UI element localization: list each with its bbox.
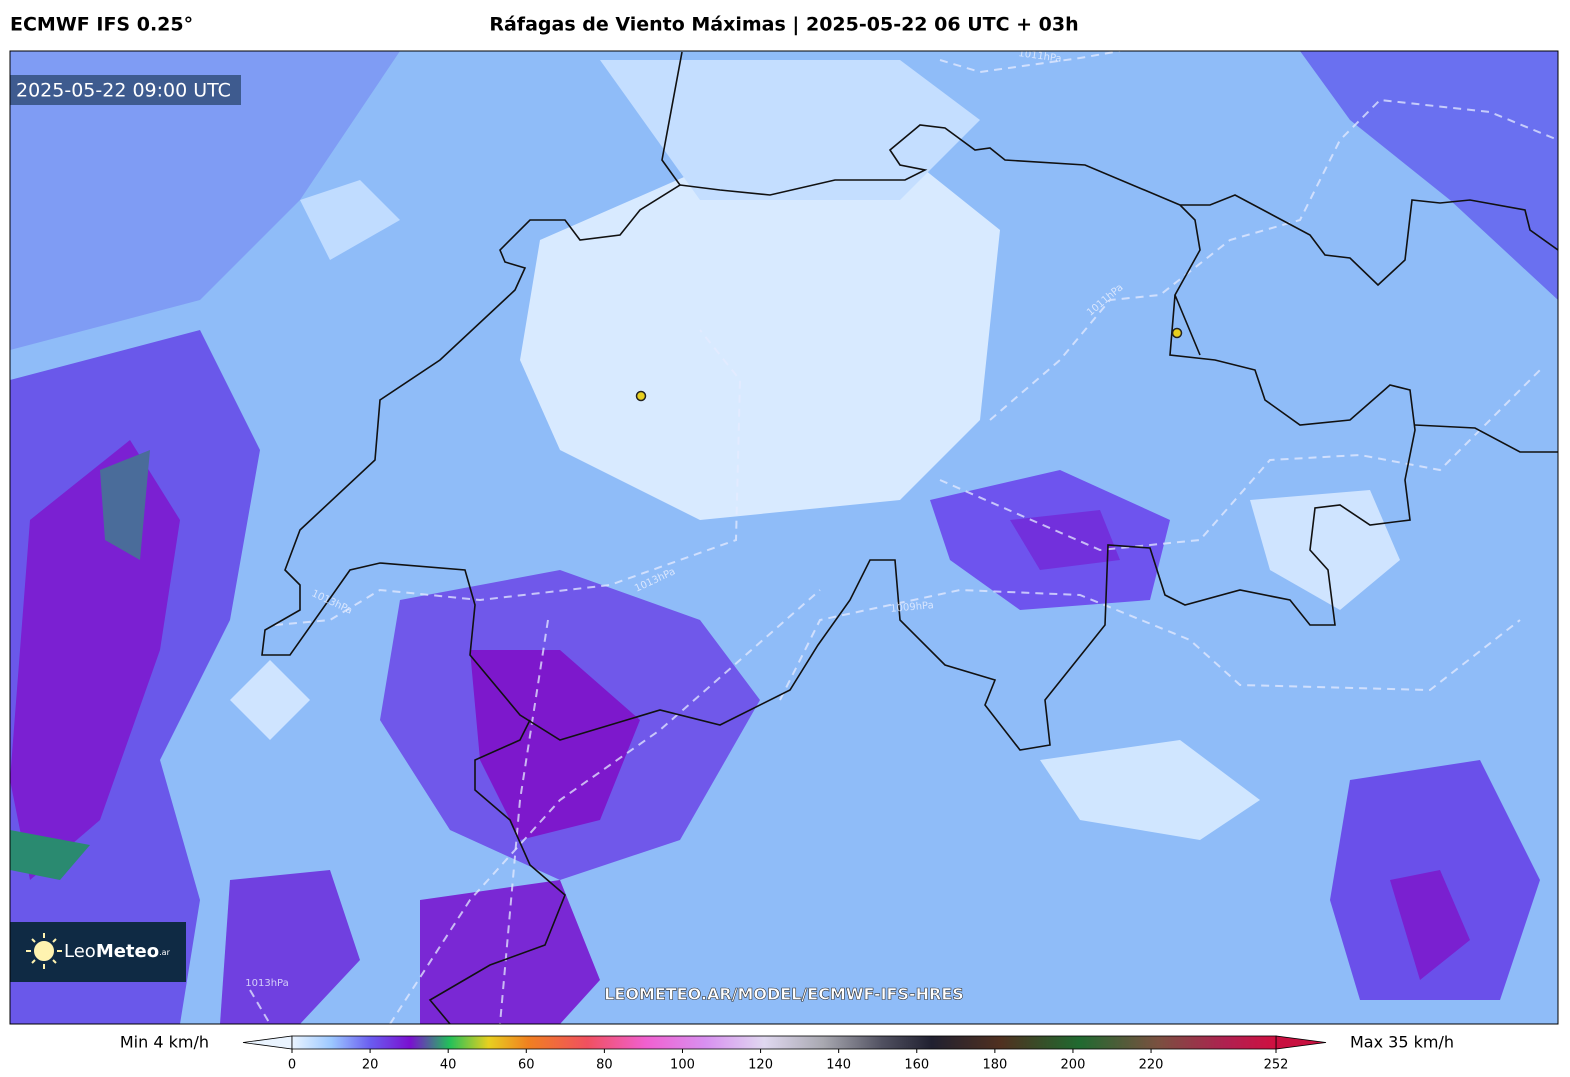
logo-suffix: .ar [159, 948, 170, 957]
logo-brand-bold: Meteo [96, 941, 159, 962]
colorbar-tick-label: 20 [362, 1058, 379, 1073]
colorbar-tick-label: 40 [440, 1058, 457, 1073]
colorbar-max: Max 35 km/h [1350, 1033, 1454, 1052]
colorbar-tick-label: 140 [826, 1058, 851, 1073]
logo-text: LeoMeteo.ar [64, 941, 171, 962]
watermark: LEOMETEO.AR/MODEL/ECMWF-IFS-HRES [604, 985, 964, 1004]
map-frame [9, 50, 1559, 1025]
colorbar-tick-label: 180 [982, 1058, 1007, 1073]
colorbar-bar [291, 1035, 1277, 1050]
colorbar-tick-label: 60 [518, 1058, 535, 1073]
colorbar: 0 20 40 60 80 100 120 140 160 180 200 220 252 [242, 1035, 1327, 1073]
colorbar-tick-label: 100 [670, 1058, 695, 1073]
colorbar-tick-label: 160 [904, 1058, 929, 1073]
model-name: ECMWF IFS 0.25° [10, 14, 193, 36]
isobar-label: 1009hPa [890, 600, 934, 615]
city-marker [635, 390, 647, 402]
isobar-label: 1013hPa [245, 978, 289, 989]
wind-field [10, 51, 1558, 1024]
country-borders [261, 51, 1558, 1024]
city-marker [1171, 327, 1183, 339]
isobars [249, 51, 1558, 1024]
logo-brand: Leo [64, 941, 96, 962]
colorbar-tick-label: 120 [748, 1058, 773, 1073]
colorbar-tick-label: 200 [1061, 1058, 1086, 1073]
colorbar-tick-label: 80 [596, 1058, 613, 1073]
valid-time: 2025-05-22 09:00 UTC [16, 80, 231, 102]
colorbar-min: Min 4 km/h [120, 1033, 209, 1052]
time-box [10, 75, 241, 105]
map-title: Ráfagas de Viento Máximas | 2025-05-22 0… [489, 14, 1078, 36]
colorbar-tick-label: 220 [1139, 1058, 1164, 1073]
logo-sun [26, 933, 62, 969]
colorbar-tick-label: 0 [288, 1058, 296, 1073]
colorbar-high-extend [1275, 1035, 1327, 1050]
colorbar-tick-label: 252 [1264, 1058, 1289, 1073]
colorbar-low-extend [242, 1035, 293, 1050]
